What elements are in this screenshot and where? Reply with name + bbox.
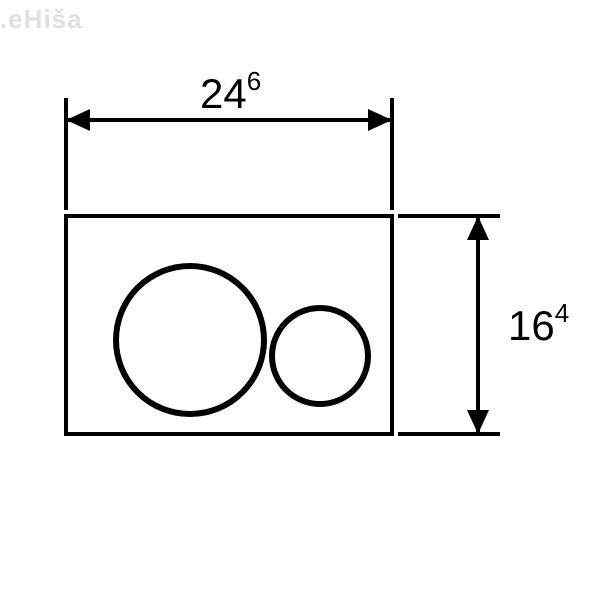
horizontal-dimension: 246 [66, 66, 392, 210]
vertical-dimension: 164 [398, 216, 569, 434]
height-dimension-label: 164 [508, 298, 569, 349]
large-button-circle [116, 266, 264, 414]
width-dimension-label: 246 [200, 66, 261, 117]
small-button-circle [272, 308, 368, 404]
watermark-text: .eHiša [0, 4, 83, 34]
